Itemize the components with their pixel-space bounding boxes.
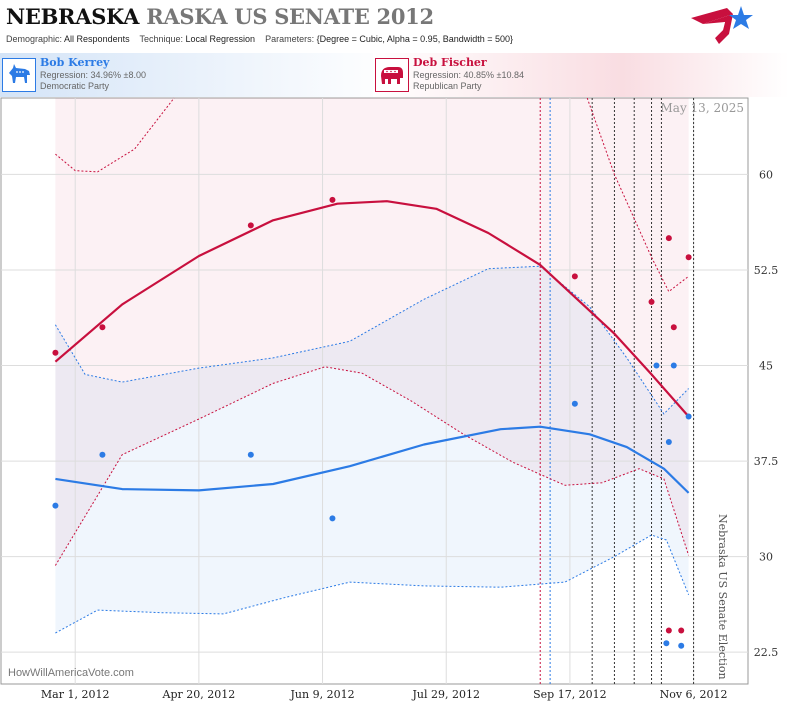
dem-poll-point	[653, 362, 660, 369]
x-tick-label: Jul 29, 2012	[411, 688, 480, 701]
snapshot-date-label: May 13, 2025	[661, 101, 744, 115]
y-tick-label: 52.5	[754, 264, 779, 277]
y-tick-label: 22.5	[754, 646, 779, 659]
dem-poll-point	[247, 451, 254, 458]
rep-poll-point	[678, 627, 685, 634]
dem-poll-point	[665, 438, 672, 445]
demographic-value: All Respondents	[64, 34, 130, 44]
x-tick-label: Apr 20, 2012	[162, 688, 236, 701]
parameters-label: Parameters:	[265, 34, 315, 44]
x-tick-label: Nov 6, 2012	[660, 688, 728, 701]
star-flag-logo-icon[interactable]	[689, 4, 753, 48]
rep-poll-point	[670, 324, 677, 331]
page-title: NEBRASKA RASKA US SENATE 2012	[6, 4, 434, 29]
rep-candidate-name: Deb Fischer	[413, 56, 487, 69]
rep-poll-point	[665, 627, 672, 634]
parameters-line: Demographic: All Respondents Technique: …	[6, 34, 513, 44]
rep-lower-bound	[54, 366, 690, 566]
rep-regression-line	[54, 200, 690, 418]
dem-lower-bound	[55, 534, 690, 634]
technique-label: Technique:	[139, 34, 183, 44]
dem-poll-point	[52, 502, 59, 509]
candidate-rep[interactable]: Deb Fischer Regression: 40.85% ±10.84 Re…	[373, 53, 789, 97]
dem-confidence-band	[55, 266, 689, 633]
rep-poll-point	[571, 273, 578, 280]
state-title: NEBRASKA	[6, 4, 140, 29]
technique-value: Local Regression	[185, 34, 256, 44]
y-tick-label: 37.5	[754, 455, 779, 468]
rep-party-label: Republican Party	[413, 81, 482, 91]
dem-party-label: Democratic Party	[40, 81, 110, 91]
rep-poll-point	[685, 254, 692, 261]
rep-poll-point	[52, 349, 59, 356]
dem-poll-point	[99, 451, 106, 458]
candidate-dem[interactable]: Bob Kerrey Regression: 34.96% ±8.00 Demo…	[0, 53, 395, 97]
rep-poll-point	[329, 196, 336, 203]
dem-candidate-name: Bob Kerrey	[40, 56, 110, 69]
x-tick-label: Mar 1, 2012	[41, 688, 110, 701]
elephant-icon	[375, 58, 409, 92]
y-tick-label: 60	[759, 168, 773, 181]
donkey-icon	[2, 58, 36, 92]
rep-upper-bound	[55, 97, 175, 173]
rep-poll-point	[665, 235, 672, 242]
rep-regression-text: Regression: 40.85% ±10.84	[413, 70, 525, 80]
demographic-label: Demographic:	[6, 34, 63, 44]
site-credit[interactable]: HowWillAmericaVote.com	[8, 667, 134, 679]
dem-upper-bound	[54, 265, 689, 415]
rep-poll-point	[247, 222, 254, 229]
chart-header: NEBRASKA RASKA US SENATE 2012 Demographi…	[0, 0, 789, 52]
dem-regression-text: Regression: 34.96% ±8.00	[40, 70, 147, 80]
candidate-legend: Bob Kerrey Regression: 34.96% ±8.00 Demo…	[0, 53, 789, 97]
dem-poll-point	[571, 400, 578, 407]
race-subtitle: RASKA US SENATE 2012	[146, 4, 434, 29]
dem-regression-line	[55, 425, 690, 494]
parameters-value: {Degree = Cubic, Alpha = 0.95, Bandwidth…	[316, 34, 514, 44]
rep-confidence-band	[55, 98, 689, 566]
rep-poll-point	[99, 324, 106, 331]
y-tick-label: 30	[759, 551, 773, 564]
election-label: Nebraska US Senate Election	[716, 514, 729, 680]
dem-poll-point	[678, 642, 685, 649]
dem-poll-point	[685, 413, 692, 420]
y-tick-label: 45	[759, 360, 773, 373]
x-tick-label: Jun 9, 2012	[290, 688, 355, 701]
dem-poll-point	[329, 515, 336, 522]
x-tick-label: Sep 17, 2012	[533, 688, 607, 701]
rep-poll-point	[648, 298, 655, 305]
dem-poll-point	[670, 362, 677, 369]
dem-poll-point	[663, 640, 670, 647]
